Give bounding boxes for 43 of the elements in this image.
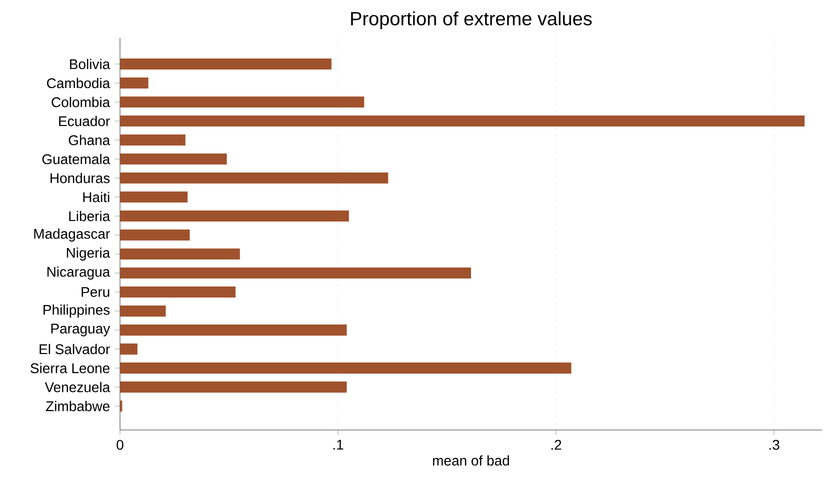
bar [120,382,347,393]
y-tick-label: Madagascar [34,228,110,242]
x-tick-label: 0 [116,440,124,450]
bar [120,172,388,184]
x-tick-label: .3 [769,440,780,450]
bar [120,58,332,70]
y-tick-label: Colombia [52,96,110,108]
y-tick-label: Philippines [44,304,110,318]
y-tick-label: Bolivia [70,58,110,70]
bar [120,286,236,298]
x-axis-title: mean of bad [433,455,509,466]
y-tick-label: Peru [82,287,110,297]
bar [120,362,572,374]
y-tick-label: El Salvador [40,344,110,354]
bar [120,116,805,127]
y-tick-label: Ecuador [59,116,110,126]
x-tick-label: .2 [551,440,562,450]
bar [120,96,364,108]
y-tick-label: Sierra Leone [30,362,110,374]
y-tick-label: Nigeria [66,248,110,261]
bar [120,248,240,260]
bar [120,268,472,279]
bar [120,154,227,165]
y-tick-label: Cambodia [47,78,110,88]
y-tick-label: Nicaragua [47,266,110,280]
bar [120,78,148,89]
x-tick-label: .1 [333,440,344,450]
bar [120,134,186,146]
chart-title: Proportion of extreme values [351,11,592,30]
y-tick-label: Ghana [68,134,110,146]
y-tick-label: Venezuela [44,382,110,392]
y-tick-label: Guatemala [42,154,110,164]
bar [120,344,138,355]
bar [120,306,166,317]
bar [120,324,347,336]
bar [120,210,349,222]
bar [120,230,190,241]
y-tick-label: Paraguay [51,324,110,336]
y-tick-label: Liberia [69,210,110,222]
y-tick-label: Honduras [50,172,110,184]
bar [120,192,188,203]
y-tick-label: Zimbabwe [46,400,110,412]
y-tick-label: Haiti [83,192,110,202]
